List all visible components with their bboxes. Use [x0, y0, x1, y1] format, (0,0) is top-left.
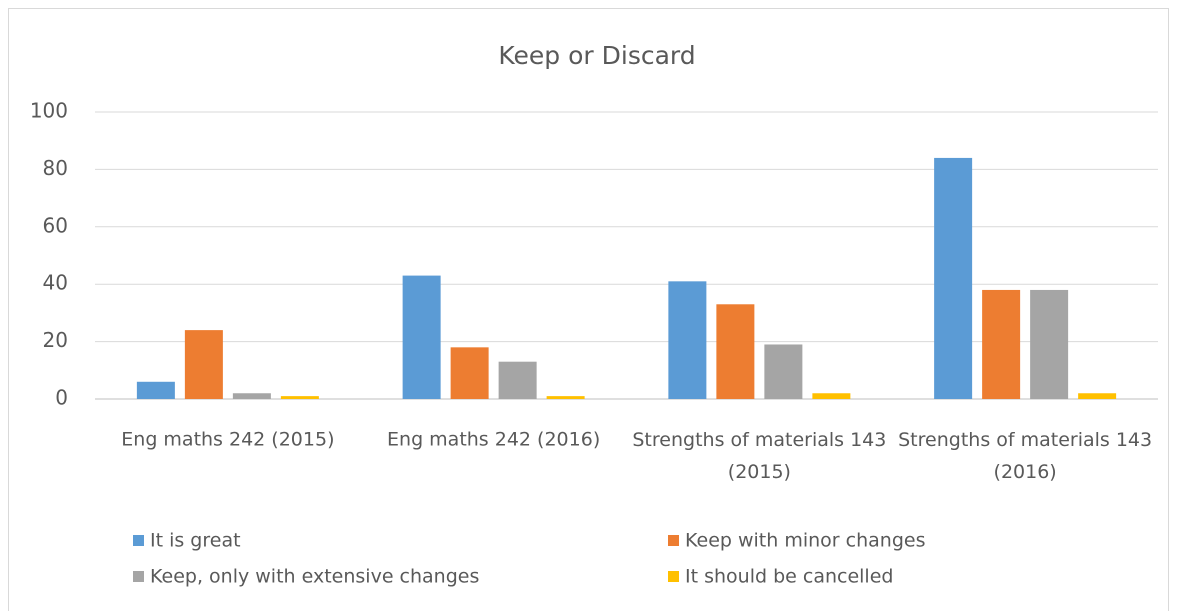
y-tick-label: 40	[43, 271, 68, 295]
legend-label: It is great	[150, 530, 241, 552]
x-tick-label: Eng maths 242 (2016)	[387, 429, 600, 451]
y-tick-label: 100	[30, 99, 68, 123]
bar	[934, 157, 973, 399]
bar	[716, 304, 755, 399]
bar	[982, 289, 1021, 399]
x-tick-label: Strengths of materials 143 (2016)	[898, 429, 1152, 483]
y-tick-label: 20	[43, 328, 68, 352]
x-tick-label: Strengths of materials 143 (2015)	[632, 429, 886, 483]
bar	[546, 396, 585, 399]
legend-swatch	[133, 571, 144, 582]
bar	[184, 330, 223, 399]
y-tick-label: 0	[55, 386, 68, 410]
bar	[812, 393, 851, 399]
x-tick-label: Eng maths 242 (2015)	[121, 429, 334, 451]
bar	[1078, 393, 1117, 399]
bar	[136, 381, 175, 399]
chart-title: Keep or Discard	[498, 41, 695, 70]
bar	[450, 347, 489, 399]
legend-label: Keep with minor changes	[685, 530, 925, 552]
bar	[402, 275, 441, 399]
bar	[498, 361, 537, 399]
chart-border	[8, 8, 1169, 611]
y-tick-label: 80	[43, 156, 68, 180]
bar	[668, 281, 707, 399]
legend-label: It should be cancelled	[685, 566, 893, 588]
bar	[280, 396, 319, 399]
legend-swatch	[668, 535, 679, 546]
legend-swatch	[133, 535, 144, 546]
bar	[764, 344, 803, 399]
bar	[232, 393, 271, 399]
legend-swatch	[668, 571, 679, 582]
legend-label: Keep, only with extensive changes	[150, 566, 479, 588]
y-tick-label: 60	[43, 213, 68, 237]
bar	[1030, 289, 1069, 399]
